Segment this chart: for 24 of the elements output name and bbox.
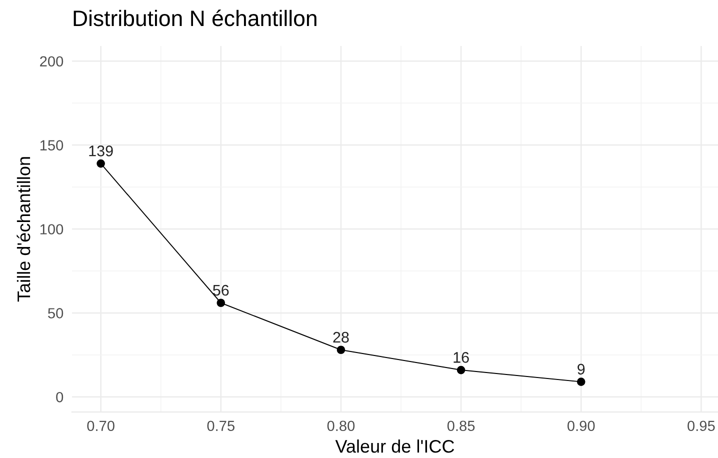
y-tick-label: 50 bbox=[48, 308, 64, 318]
data-label: 28 bbox=[333, 332, 349, 343]
point bbox=[456, 366, 466, 374]
y-tick-label: 150 bbox=[40, 140, 64, 150]
y-tick-label: 0 bbox=[56, 392, 64, 402]
data-label: 16 bbox=[454, 352, 469, 363]
x-tick-label: 0.75 bbox=[207, 420, 234, 432]
chart-title: Distribution N échantillon bbox=[74, 10, 316, 26]
x-tick-label: 0.85 bbox=[447, 420, 475, 432]
x-tick-label: 0.90 bbox=[567, 420, 595, 432]
point bbox=[96, 159, 105, 168]
point bbox=[336, 346, 346, 354]
y-tick-label: 100 bbox=[40, 224, 64, 234]
data-label: 9 bbox=[578, 364, 585, 375]
point bbox=[576, 378, 586, 386]
point bbox=[216, 298, 226, 308]
y-axis-title: Taille d'échantillon bbox=[16, 157, 30, 302]
x-axis-title: Valeur de l'ICC bbox=[335, 439, 454, 453]
data-label: 139 bbox=[89, 146, 113, 156]
x-tick-label: 0.70 bbox=[87, 420, 114, 432]
data-label: 56 bbox=[213, 284, 229, 296]
x-tick-label: 0.80 bbox=[327, 420, 355, 432]
y-tick-label: 200 bbox=[40, 56, 64, 67]
x-tick-label: 0.95 bbox=[688, 420, 715, 432]
